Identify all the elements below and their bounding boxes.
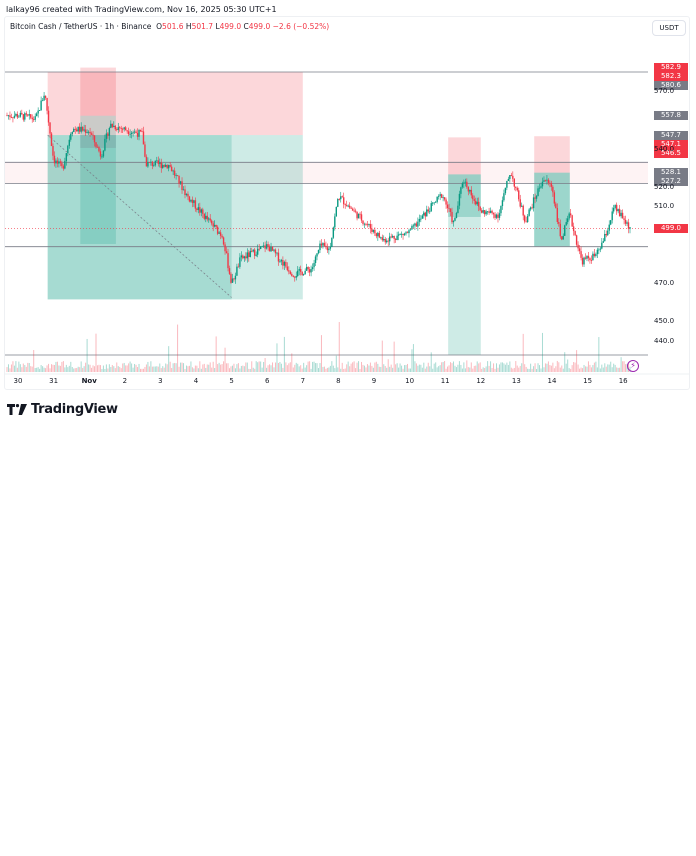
- short-position-tool[interactable]: [448, 137, 481, 355]
- time-label: 8: [336, 377, 341, 385]
- price-label: 527.2: [654, 177, 688, 187]
- close-label: C: [243, 22, 249, 31]
- price-tick: 450.0: [654, 317, 675, 326]
- time-label: 31: [49, 377, 59, 385]
- price-tick: 570.0: [654, 87, 675, 96]
- time-label: Nov: [81, 377, 97, 385]
- price-label: 547.1: [654, 139, 688, 149]
- time-label: 6: [264, 377, 270, 385]
- price-chart[interactable]: [0, 0, 696, 428]
- open-value: 501.6: [162, 22, 184, 31]
- lightning-icon[interactable]: ⚡︎: [627, 360, 639, 372]
- time-label: 12: [476, 377, 486, 385]
- time-label: 16: [618, 377, 628, 385]
- time-label: 10: [405, 377, 415, 385]
- price-label: 557.8: [654, 111, 688, 121]
- time-label: 14: [547, 377, 557, 385]
- chart-frame: [4, 16, 690, 390]
- price-label: 582.9: [654, 63, 688, 73]
- symbol-legend: Bitcoin Cash / TetherUS · 1h · Binance O…: [10, 22, 329, 31]
- chart-credit: lalkay96 created with TradingView.com, N…: [6, 5, 277, 14]
- time-label: 15: [583, 377, 593, 385]
- time-label: 13: [511, 377, 521, 385]
- tradingview-brand: TradingView: [7, 402, 118, 417]
- price-tick: 470.0: [654, 279, 675, 288]
- brand-name: TradingView: [31, 402, 118, 417]
- close-value: 499.0: [248, 22, 271, 31]
- open-label: O: [156, 22, 163, 31]
- time-label: 4: [193, 377, 199, 385]
- change-value: −2.6 (−0.52%): [272, 22, 330, 31]
- price-label: 580.6: [654, 81, 688, 91]
- symbol-name[interactable]: Bitcoin Cash / TetherUS · 1h · Binance: [10, 22, 152, 31]
- price-label: 499.0: [654, 223, 688, 233]
- price-tick: 540.0: [654, 144, 675, 153]
- time-label: 2: [122, 377, 128, 385]
- price-label: 582.3: [654, 72, 688, 82]
- time-label: 11: [440, 377, 450, 385]
- high-value: 501.7: [191, 22, 214, 31]
- price-tick: 520.0: [654, 183, 675, 192]
- tradingview-logo-icon: [7, 404, 27, 415]
- time-label: 7: [300, 377, 306, 385]
- low-label: L: [215, 22, 220, 31]
- price-tick: 510.0: [654, 202, 675, 211]
- time-label: 30: [13, 377, 23, 385]
- price-tick: 440.0: [654, 336, 675, 345]
- short-position-tool[interactable]: [80, 67, 116, 244]
- price-label: 528.1: [654, 168, 688, 178]
- time-label: 5: [229, 377, 234, 385]
- currency-button[interactable]: USDT: [652, 20, 686, 36]
- time-label: 9: [371, 377, 377, 385]
- high-label: H: [185, 22, 192, 31]
- time-label: 3: [158, 377, 163, 385]
- price-label: 546.5: [654, 148, 688, 158]
- short-position-tool[interactable]: [534, 136, 570, 247]
- price-label: 547.7: [654, 130, 688, 140]
- low-value: 499.0: [219, 22, 242, 31]
